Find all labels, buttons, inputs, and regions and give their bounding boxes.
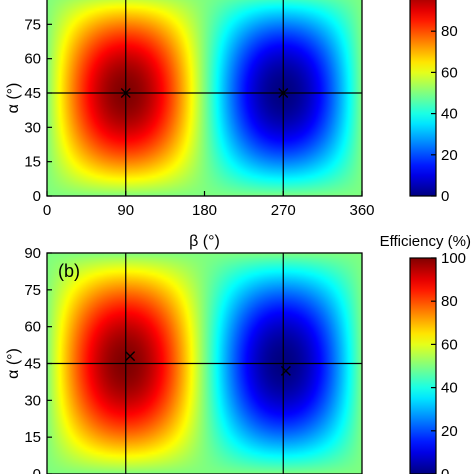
y-tick-label: 60: [24, 51, 41, 68]
y-tick-label: 15: [24, 154, 41, 171]
colorbar-tick-label: 40: [441, 380, 458, 397]
y-tick-label: 90: [24, 245, 41, 262]
y-tick-label: 0: [33, 466, 41, 474]
colorbar-title: Efficiency (%): [380, 233, 471, 250]
colorbar-tick-label: 20: [441, 147, 458, 164]
y-tick-label: 75: [24, 282, 41, 299]
colorbar-tick-label: 40: [441, 106, 458, 123]
y-axis-title: α (°): [5, 348, 22, 379]
y-tick-label: 0: [33, 188, 41, 205]
colorbar-tick-label: 0: [441, 466, 449, 474]
y-tick-label: 75: [24, 16, 41, 33]
marker-max: [125, 351, 136, 362]
colorbar-tick-label: 60: [441, 336, 458, 353]
x-axis-title: β (°): [189, 233, 220, 250]
marker-max: [120, 88, 131, 98]
y-tick-label: 30: [24, 392, 41, 409]
heatmap-field: [47, 0, 362, 196]
colorbar-tick-label: 20: [441, 423, 458, 440]
x-tick-label: 0: [43, 202, 51, 219]
x-tick-label: 90: [117, 202, 134, 219]
panel-label: (b): [58, 261, 80, 281]
x-tick-label: 180: [192, 202, 217, 219]
colorbar-gradient: [409, 0, 437, 197]
marker-min: [278, 88, 289, 98]
panel-2: 0 15 30 45 60 75 90 α (°) (b) 0 20 40 60 80 100Efficie…: [5, 233, 471, 474]
x-tick-label: 360: [349, 202, 374, 219]
y-tick-label: 15: [24, 429, 41, 446]
y-tick-label: 60: [24, 319, 41, 336]
panel-1: 0 15 30 45 60 75 0 90 180 270 360 β (°) α (°) 0 20 40 60…: [5, 0, 458, 250]
colorbar-tick-label: 80: [441, 293, 458, 310]
y-tick-label: 45: [24, 356, 41, 373]
colorbar: 0 20 40 60 80: [409, 0, 458, 205]
colorbar-tick-label: 60: [441, 64, 458, 81]
x-tick-label: 270: [271, 202, 296, 219]
y-axis-title: α (°): [5, 83, 22, 114]
colorbar-tick-label: 100: [441, 250, 466, 267]
colorbar-gradient: [409, 257, 437, 474]
y-tick-label: 45: [24, 85, 41, 102]
marker-min: [280, 365, 291, 376]
colorbar-tick-label: 80: [441, 23, 458, 40]
y-tick-label: 30: [24, 119, 41, 136]
colorbar-tick-label: 0: [441, 188, 449, 205]
